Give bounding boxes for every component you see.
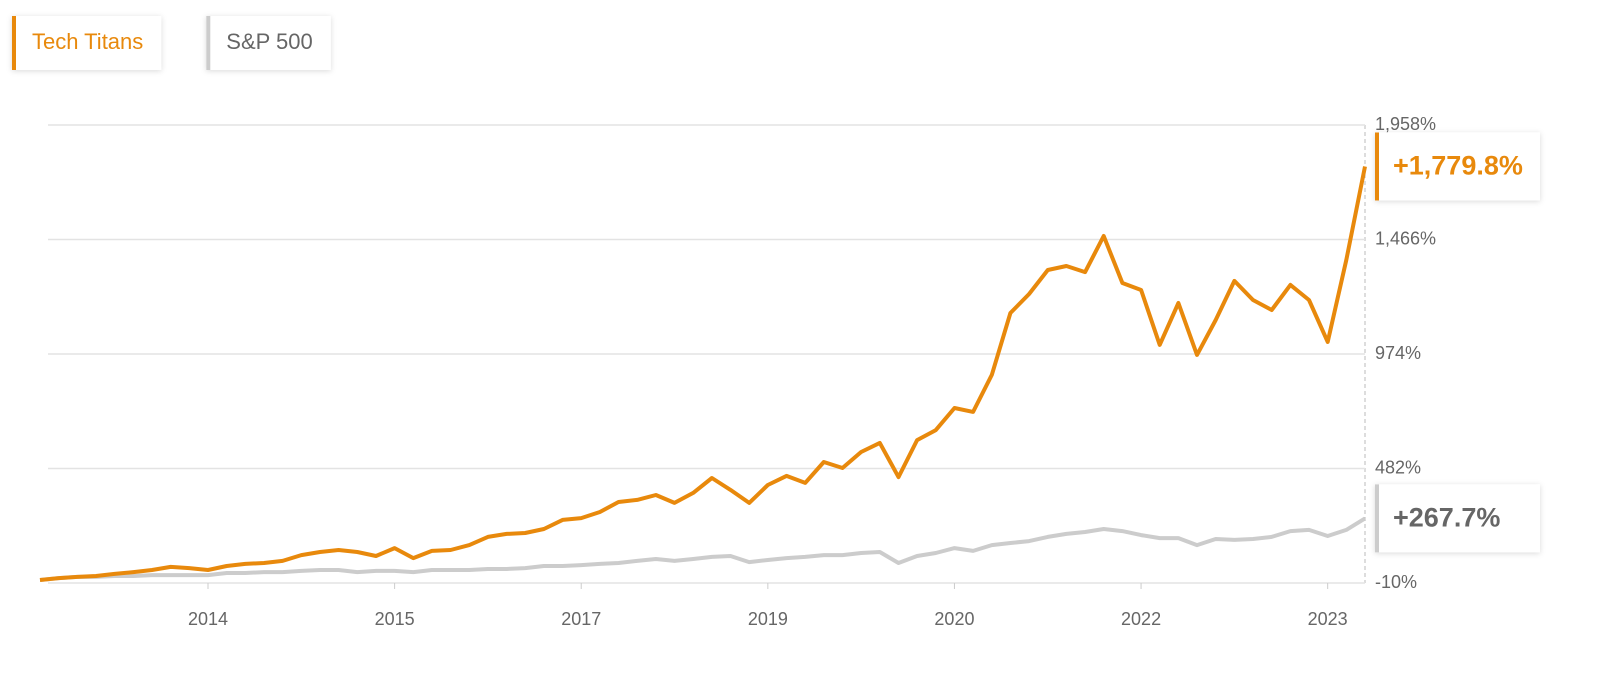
x-tick-label: 2023 (1308, 609, 1348, 629)
y-tick-label: -10% (1375, 572, 1417, 592)
series-line (39, 166, 1367, 582)
end-label-bar (1375, 132, 1379, 201)
end-label-box (1375, 484, 1540, 553)
y-tick-label: 1,958% (1375, 114, 1436, 134)
x-tick-label: 2022 (1121, 609, 1161, 629)
series-line (39, 516, 1367, 582)
end-label-box (1375, 132, 1540, 201)
x-tick-label: 2020 (934, 609, 974, 629)
legend-label[interactable]: S&P 500 (226, 29, 312, 54)
x-tick-label: 2014 (188, 609, 228, 629)
end-value-label: +1,779.8% (1393, 151, 1523, 181)
legend-swatch (206, 16, 211, 70)
end-value-label: +267.7% (1393, 502, 1500, 532)
y-tick-label: 974% (1375, 343, 1421, 363)
y-tick-label: 1,466% (1375, 228, 1436, 248)
legend-button[interactable] (12, 16, 162, 70)
x-tick-label: 2017 (561, 609, 601, 629)
legend-button[interactable] (206, 16, 331, 70)
legend-label[interactable]: Tech Titans (32, 29, 143, 54)
legend-swatch (12, 16, 16, 70)
end-label-bar (1375, 484, 1379, 553)
y-tick-label: 482% (1375, 457, 1421, 477)
x-tick-label: 2019 (748, 609, 788, 629)
x-tick-label: 2015 (375, 609, 415, 629)
